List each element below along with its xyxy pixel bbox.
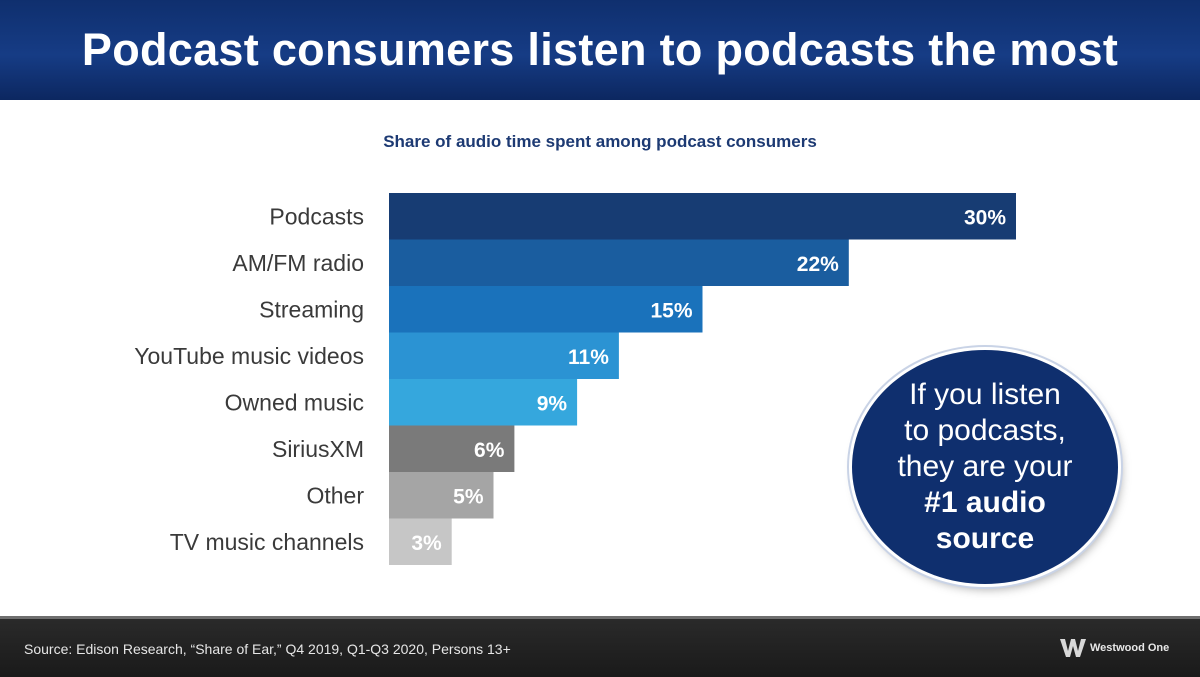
logo-text: Westwood One (1090, 642, 1170, 654)
callout-line-5: source (935, 522, 1035, 555)
category-label-5: SiriusXM (272, 436, 364, 462)
logo-mark-icon (1060, 639, 1086, 657)
category-label-1: AM/FM radio (232, 250, 364, 276)
callout-line-2: to podcasts, (904, 414, 1066, 447)
callout-line-4: #1 audio (924, 486, 1046, 519)
bar-1 (389, 239, 849, 286)
category-label-0: Podcasts (269, 203, 364, 229)
category-label-2: Streaming (259, 296, 364, 322)
category-label-6: Other (306, 482, 364, 508)
bar-6 (389, 472, 494, 519)
value-label-3: 11% (568, 346, 609, 369)
value-label-0: 30% (964, 206, 1006, 229)
title-banner: Podcast consumers listen to podcasts the… (0, 0, 1200, 100)
callout-line-3: they are your (897, 450, 1073, 483)
value-label-6: 5% (453, 485, 484, 508)
footer-bar: Source: Edison Research, “Share of Ear,”… (0, 616, 1200, 677)
page-title: Podcast consumers listen to podcasts the… (81, 24, 1119, 75)
bar-2 (389, 286, 703, 333)
category-label-4: Owned music (225, 389, 364, 415)
value-label-4: 9% (537, 392, 568, 415)
bar-3 (389, 332, 619, 379)
value-label-2: 15% (650, 299, 692, 322)
value-label-7: 3% (411, 532, 442, 555)
value-label-5: 6% (474, 439, 505, 462)
category-label-7: TV music channels (170, 529, 364, 555)
callout-line-1: If you listen (909, 378, 1061, 411)
bar-5 (389, 425, 515, 472)
bar-0 (389, 193, 1016, 240)
callout-circle: If you listen to podcasts, they are your… (852, 350, 1118, 584)
chart-subtitle: Share of audio time spent among podcast … (383, 132, 817, 151)
westwood-one-logo: Westwood One (1060, 633, 1169, 663)
bar-4 (389, 379, 578, 426)
category-label-3: YouTube music videos (134, 343, 364, 369)
source-note: Source: Edison Research, “Share of Ear,”… (24, 641, 511, 657)
value-label-1: 22% (797, 253, 839, 276)
bar-7 (389, 518, 452, 565)
